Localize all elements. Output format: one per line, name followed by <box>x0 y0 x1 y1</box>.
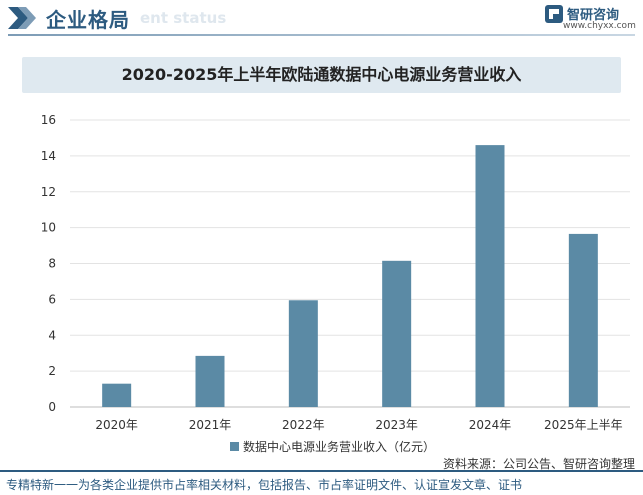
y-tick-label: 12 <box>41 185 56 199</box>
bar <box>568 233 598 407</box>
bar <box>102 383 132 407</box>
header-divider <box>8 34 635 36</box>
double-chevron-icon <box>8 7 36 29</box>
header: 企业格局 ent status 智研咨询 www.chyxx.com <box>0 0 643 38</box>
y-tick-label: 10 <box>41 221 56 235</box>
footer-divider <box>0 470 643 472</box>
brand-url: www.chyxx.com <box>563 21 636 31</box>
data-source: 资料来源：公司公告、智研咨询整理 <box>442 457 635 471</box>
bar <box>382 260 412 407</box>
section-subtitle: ent status <box>140 9 227 27</box>
y-tick-label: 2 <box>48 364 56 378</box>
brand-logo-icon <box>545 5 563 23</box>
y-tick-label: 14 <box>41 149 56 163</box>
x-tick-label: 2025年上半年 <box>544 418 623 432</box>
y-tick-label: 4 <box>48 328 56 342</box>
section-title: 企业格局 <box>46 8 130 32</box>
y-tick-label: 16 <box>41 113 56 127</box>
y-tick-label: 8 <box>48 257 56 271</box>
legend-label: 数据中心电源业务营业收入（亿元） <box>243 439 435 454</box>
y-tick-label: 0 <box>48 400 56 414</box>
x-tick-label: 2020年 <box>95 418 138 432</box>
x-tick-label: 2024年 <box>469 418 512 432</box>
bar <box>475 145 505 408</box>
x-tick-label: 2023年 <box>375 418 418 432</box>
footer-note: 专精特新一一为各类企业提供市占率相关材料，包括报告、市占率证明文件、认证宣发文章… <box>6 478 523 492</box>
legend-swatch <box>230 442 239 451</box>
x-tick-label: 2022年 <box>282 418 325 432</box>
x-tick-label: 2021年 <box>189 418 232 432</box>
brand-name: 智研咨询 <box>567 8 620 23</box>
bar <box>288 300 318 407</box>
y-tick-label: 6 <box>48 292 56 306</box>
bar <box>195 355 225 407</box>
chart-title-band: 2020-2025年上半年欧陆通数据中心电源业务营业收入 <box>22 57 621 93</box>
brand: 智研咨询 www.chyxx.com <box>545 3 636 33</box>
bar-chart: 0 2 4 6 8 10 12 14 16 2020年 2021年 2022年 2023年 2024年 20… <box>41 113 630 454</box>
chart-title: 2020-2025年上半年欧陆通数据中心电源业务营业收入 <box>121 65 522 84</box>
